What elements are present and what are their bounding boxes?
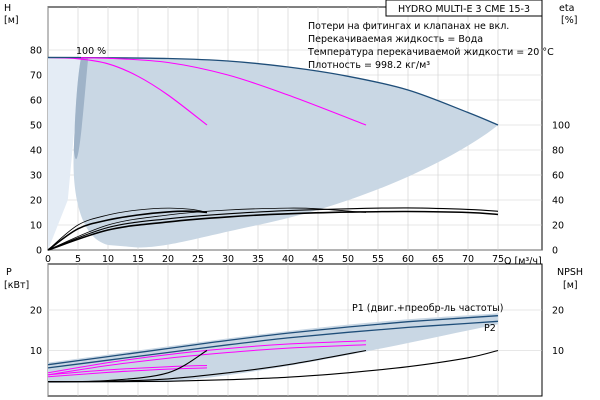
power-limit-curve-4 <box>47 344 367 376</box>
x-tick-label: 55 <box>372 254 384 265</box>
x-tick-label: 75 <box>492 254 504 265</box>
y-tick-label: 40 <box>30 146 42 157</box>
y-tick-label: 60 <box>30 96 42 107</box>
note-line-1: Потери на фитингах и клапанах не вкл. <box>308 21 509 32</box>
eta-curve-1b <box>47 210 208 251</box>
operating-envelope <box>73 57 499 248</box>
dark-operating-zone <box>73 57 89 160</box>
x-tick-label: 40 <box>282 254 294 265</box>
x-tick-label: 0 <box>45 254 51 265</box>
head-chart: 0 5 10 15 20 25 30 35 40 45 50 55 60 65 70 75 0 10 20 30 40… <box>4 0 577 267</box>
npsh-axis-label: NPSH <box>557 267 583 278</box>
x-tick-label: 20 <box>162 254 174 265</box>
y-tick-label: 50 <box>30 121 42 132</box>
npsh-curve-3 <box>47 349 499 383</box>
x-tick-label: 45 <box>312 254 324 265</box>
y-tick-label: 0 <box>36 246 42 257</box>
speed-label: 100 % <box>76 46 106 57</box>
power-envelope <box>48 313 498 383</box>
x-tick-label: 15 <box>132 254 144 265</box>
x-tick-labels: 0 5 10 15 20 25 30 35 40 45 50 55 60 65 70 75 <box>45 254 504 265</box>
eta-tick-label: 0 <box>552 246 558 257</box>
x-tick-label: 30 <box>222 254 234 265</box>
power-curves <box>47 315 499 383</box>
eta-tick-label: 40 <box>552 196 564 207</box>
x-tick-label: 50 <box>342 254 354 265</box>
x-tick-label: 25 <box>192 254 204 265</box>
light-operating-zone <box>48 57 81 250</box>
y-tick-labels: 0 10 20 30 40 50 60 70 80 <box>30 46 42 257</box>
y-tick-label: 30 <box>30 171 42 182</box>
power-chart: 10 20 10 20 P [кВт] NPSH [м] P1 (двиг.+пре… <box>4 263 583 397</box>
eta-curve-2 <box>47 207 367 251</box>
note-line-4: Плотность = 998.2 кг/м³ <box>308 60 430 71</box>
title-box <box>385 0 543 17</box>
npsh-tick-label: 20 <box>552 306 564 317</box>
p1-curve <box>47 315 499 366</box>
x-tick-label: 70 <box>462 254 474 265</box>
x-tick-label: 65 <box>432 254 444 265</box>
x-tick-label: 60 <box>402 254 414 265</box>
eta-curve-3b <box>47 210 499 251</box>
x-axis-label: Q [м³/ч] <box>504 256 542 267</box>
y-tick-label: 10 <box>30 221 42 232</box>
p2-series-label: P2 <box>484 323 496 334</box>
eta-tick-label: 60 <box>552 171 564 182</box>
p2-curve <box>47 320 499 369</box>
eta-tick-labels: 0 20 40 60 80 100 <box>552 121 570 257</box>
h-curve-100-percent <box>47 56 499 126</box>
eta-curve-3a <box>47 207 499 251</box>
npsh-tick-labels: 10 20 <box>552 306 564 358</box>
chart-title: HYDRO MULTI-E 3 CME 15-3 <box>398 4 530 15</box>
note-line-3: Температура перекачиваемой жидкости = 20… <box>307 47 554 58</box>
note-line-2: Перекачиваемая жидкость = Вода <box>308 34 483 45</box>
eta-curve-1a <box>47 207 208 251</box>
x-tick-label: 5 <box>75 254 81 265</box>
h-limit-curve-1 <box>47 56 208 126</box>
x-tick-label: 35 <box>252 254 264 265</box>
y-tick-label: 80 <box>30 46 42 57</box>
eta-tick-label: 20 <box>552 221 564 232</box>
head-curves <box>47 56 499 251</box>
y-tick-label: 70 <box>30 71 42 82</box>
eta-axis-unit: [%] <box>561 15 577 26</box>
y-axis-unit: [м] <box>4 15 19 26</box>
y-tick-label: 20 <box>30 196 42 207</box>
eta-axis-label: eta <box>559 3 574 14</box>
power-limit-curve-1 <box>47 365 208 376</box>
h-limit-curve-2 <box>47 56 367 126</box>
x-tick-label: 10 <box>102 254 114 265</box>
power-tick-label: 10 <box>30 346 42 357</box>
y-axis-label: H <box>4 3 11 14</box>
power-limit-curve-2 <box>47 367 208 378</box>
power-limit-curve-3 <box>47 340 367 374</box>
eta-tick-label: 100 <box>552 121 570 132</box>
power-tick-labels: 10 20 <box>30 306 42 358</box>
p1-series-label: P1 (двиг.+преобр-ль частоты) <box>352 303 503 314</box>
eta-tick-label: 80 <box>552 146 564 157</box>
npsh-axis-unit: [м] <box>563 280 578 291</box>
npsh-tick-label: 10 <box>552 346 564 357</box>
power-axis-unit: [кВт] <box>4 280 29 291</box>
power-axis-label: P <box>6 267 12 278</box>
power-tick-label: 20 <box>30 306 42 317</box>
